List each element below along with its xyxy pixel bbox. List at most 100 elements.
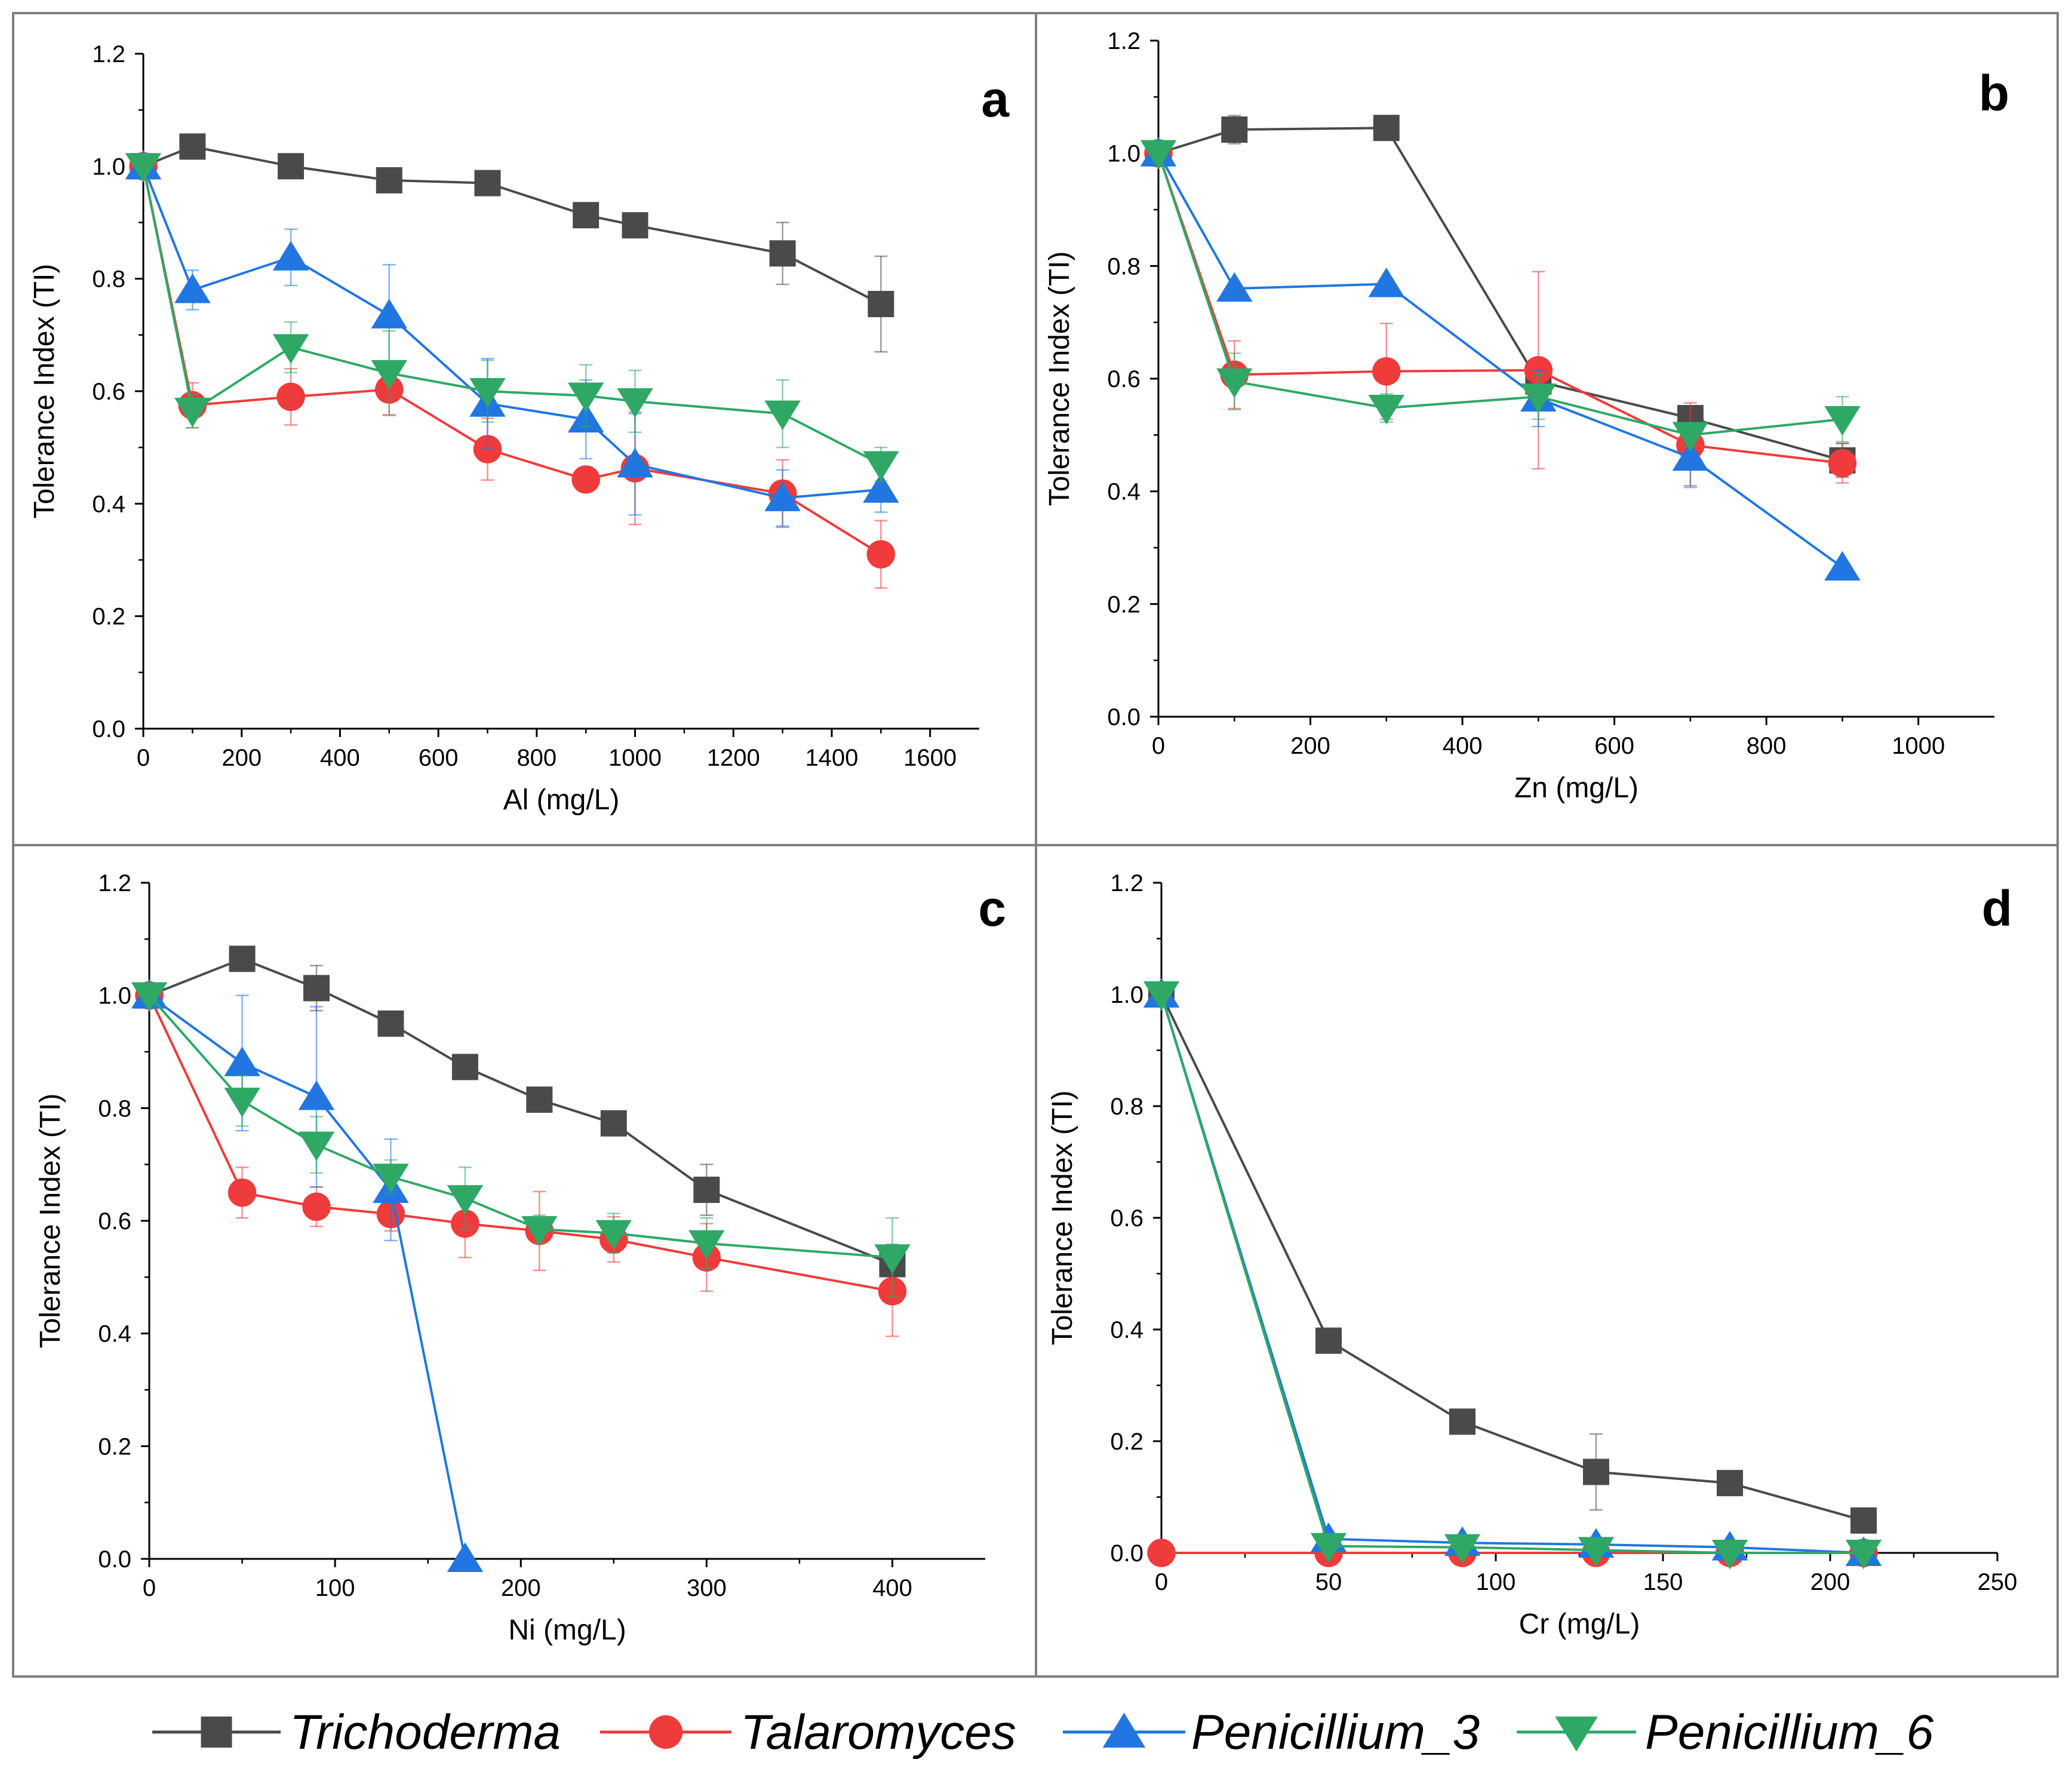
y-tick-label: 0.2 [1107,591,1140,618]
x-axis-label: Ni (mg/L) [508,1614,626,1646]
data-point [224,1088,260,1117]
x-tick-label: 300 [687,1575,727,1601]
y-tick-label: 0.0 [92,716,125,742]
data-point [573,202,600,229]
y-tick-label: 0.8 [98,1095,131,1122]
data-point [174,397,211,428]
legend-marker [648,1715,683,1749]
y-tick-label: 1.2 [1110,870,1143,896]
data-point [1221,116,1248,143]
data-point [1147,1539,1176,1567]
y-tick-label: 0.0 [1107,704,1140,730]
x-tick-label: 800 [1747,733,1787,759]
data-point [276,382,305,412]
y-axis-label: Tolerance Index (TI) [1044,251,1075,506]
data-point [174,274,211,303]
data-point [228,1178,257,1207]
x-axis-label: Al (mg/L) [503,784,620,816]
data-point [1368,395,1405,425]
x-tick-label: 1200 [707,745,760,771]
y-tick-label: 1.0 [92,153,125,180]
data-point [125,153,162,183]
data-point [1711,1540,1748,1570]
x-tick-label: 100 [1476,1569,1516,1595]
x-tick-label: 150 [1643,1569,1683,1595]
data-point [617,447,653,478]
legend-marker [1555,1717,1598,1752]
y-tick-label: 0.0 [98,1546,131,1573]
x-tick-label: 50 [1315,1569,1342,1595]
x-axis-label: Zn (mg/L) [1514,772,1638,804]
data-point [272,241,309,271]
x-tick-label: 0 [143,1575,156,1601]
series-penicillium-6 [1143,981,1882,1570]
data-point [693,1177,720,1203]
series-line [1157,153,1843,437]
series-line [1160,994,1864,1554]
chart-panel-a: 0 200 400 600 800 1000 1200 1400 1600 0.0 0.2 0.4 0.… [29,41,1010,816]
data-point [595,1220,632,1250]
data-point [521,1216,558,1246]
series-penicillium-6 [125,153,899,482]
series-line [1160,994,1864,1554]
y-tick-label: 0.4 [1107,479,1140,505]
data-point [769,240,796,267]
y-axis-label: Tolerance Index (TI) [1047,1091,1078,1346]
y-tick-label: 1.0 [1107,141,1140,167]
data-point [1672,422,1709,452]
y-tick-label: 0.2 [92,604,125,630]
data-point [131,982,168,1012]
x-tick-label: 400 [320,745,360,771]
data-point [474,170,501,196]
x-tick-label: 600 [419,745,459,771]
y-tick-label: 0.8 [1107,253,1140,280]
data-point [866,540,896,569]
y-tick-label: 0.8 [1110,1094,1143,1120]
legend-marker [1102,1712,1146,1748]
legend-item-penicillium-3: Penicillium_3 [1063,1705,1480,1760]
data-point [298,1080,335,1110]
x-tick-label: 100 [315,1575,355,1601]
data-point [1520,383,1557,413]
data-point [868,291,894,318]
data-point [622,212,648,239]
y-tick-label: 1.2 [92,41,125,67]
y-tick-label: 0.6 [1107,366,1140,392]
data-point [224,1046,260,1076]
data-point [526,1086,553,1113]
data-point [1449,1408,1475,1435]
data-point [371,360,408,390]
data-point [764,400,801,431]
y-tick-label: 0.2 [98,1433,131,1460]
data-point [229,945,256,972]
legend-item-penicillium-6: Penicillium_6 [1517,1705,1934,1760]
x-tick-label: 1400 [805,745,858,771]
x-tick-label: 1000 [608,745,662,771]
data-point [764,481,801,511]
data-point [1672,441,1709,471]
data-point [600,1110,627,1137]
legend-label: Penicillium_6 [1645,1705,1934,1760]
x-tick-label: 800 [517,745,557,771]
data-point [376,167,402,194]
data-point [874,1244,911,1274]
legend-item-trichoderma: Trichoderma [152,1705,561,1760]
data-point [1368,268,1405,297]
data-point [1143,981,1180,1011]
panel-letter: a [981,71,1010,127]
x-tick-label: 0 [1152,733,1165,759]
data-point [688,1230,725,1260]
panel-letter: d [1982,880,2012,937]
x-axis-label: Cr (mg/L) [1519,1608,1640,1640]
chart-panel-b: 0 200 400 600 800 1000 0.0 0.2 0.4 0.6 0.8 1.0 1.2 Zn… [1044,28,2009,804]
x-tick-label: 200 [1810,1569,1850,1595]
y-tick-label: 1.0 [1110,982,1143,1008]
data-point [617,388,653,418]
data-point [298,1131,335,1162]
series-penicillium-6 [131,982,911,1298]
legend-item-talaromyces: Talaromyces [600,1705,1016,1760]
x-tick-label: 200 [1290,733,1330,759]
data-point [1372,357,1401,386]
y-axis-label: Tolerance Index (TI) [35,1094,66,1349]
data-point [302,1192,331,1221]
